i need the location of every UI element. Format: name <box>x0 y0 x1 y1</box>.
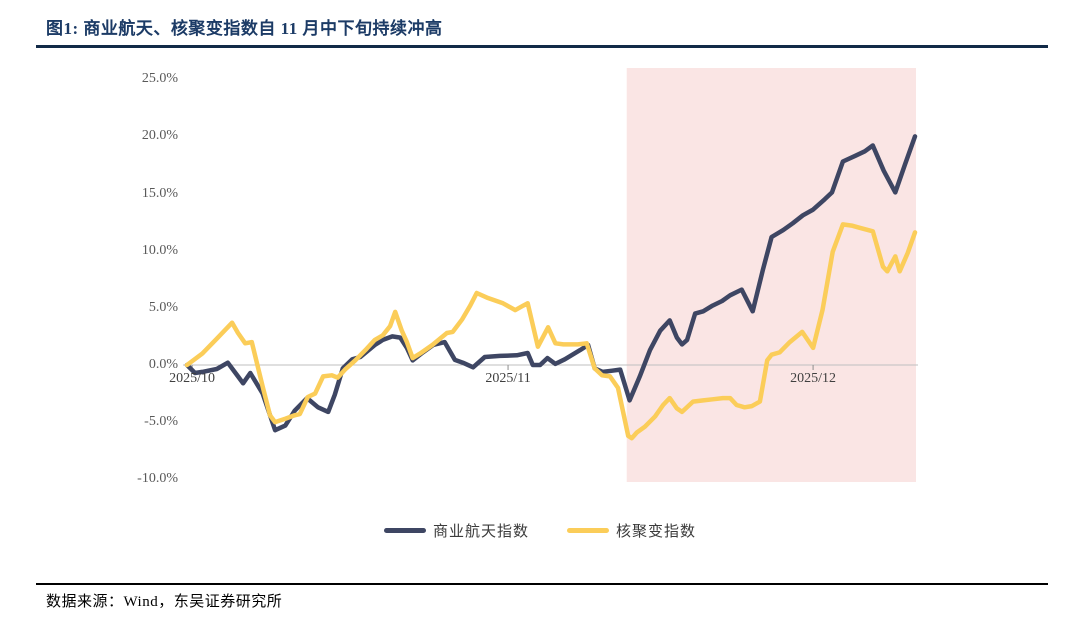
data-source: 数据来源：Wind，东吴证券研究所 <box>46 594 283 610</box>
x-axis-label: 2025/12 <box>790 371 837 386</box>
y-axis-label: 25.0% <box>141 71 178 87</box>
legend-label-aerospace: 商业航天指数 <box>432 524 529 540</box>
title-divider <box>36 45 1048 48</box>
y-axis-label: -10.0% <box>137 471 178 487</box>
y-axis-label: 5.0% <box>148 299 178 315</box>
series-line-0 <box>184 134 918 433</box>
y-axis-label: 20.0% <box>141 128 178 144</box>
x-axis-label: 2025/10 <box>169 371 216 386</box>
figure-title: 图1: 商业航天、核聚变指数自 11 月中下旬持续冲高 <box>46 19 443 38</box>
footer-divider <box>36 583 1048 585</box>
y-axis-label: 10.0% <box>141 242 178 258</box>
y-axis-label: 15.0% <box>141 185 178 201</box>
y-axis-label: -5.0% <box>144 414 178 430</box>
legend-label-fusion: 核聚变指数 <box>616 524 697 540</box>
legend-line-aerospace-icon <box>383 528 426 533</box>
highlight-band <box>626 68 916 482</box>
legend-line-fusion-icon <box>567 528 609 533</box>
x-axis-label: 2025/11 <box>485 371 531 386</box>
series-line-1 <box>184 222 918 441</box>
y-axis-label: 0.0% <box>148 357 178 372</box>
chart-legend: 商业航天指数 核聚变指数 <box>0 520 1080 541</box>
